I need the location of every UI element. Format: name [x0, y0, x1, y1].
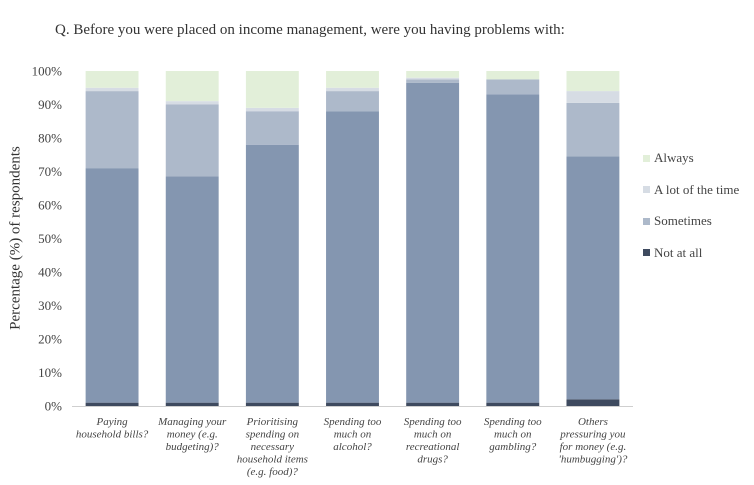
y-tick-label: 70% [38, 164, 62, 179]
bar-segment [486, 94, 540, 403]
bar-segment [406, 79, 460, 83]
bar-stack [245, 71, 299, 406]
bar-segment [85, 91, 139, 169]
y-tick-label: 60% [38, 198, 62, 213]
y-tick-label: 20% [38, 332, 62, 347]
bar-segment [245, 402, 299, 406]
bar-segment [406, 77, 460, 80]
bar-segment [85, 168, 139, 403]
bar-stack [165, 71, 219, 406]
category-label: Managing your money (e.g. budgeting)? [157, 416, 227, 453]
bar-stack [406, 71, 460, 406]
bar-segment [245, 107, 299, 112]
bar-segment [165, 104, 219, 177]
legend-swatch [643, 186, 650, 193]
bar-segment [486, 79, 540, 95]
legend-label: A lot of the time [654, 181, 740, 197]
y-tick-label: 90% [38, 97, 62, 112]
chart-title: Q. Before you were placed on income mana… [55, 22, 565, 38]
bar-segment [406, 71, 460, 78]
bar-stack [326, 71, 379, 406]
bar-segment [326, 71, 379, 88]
legend-swatch [643, 217, 650, 225]
legend: Always A lot of the time Sometimes Not at a… [643, 150, 739, 276]
bar-stack [566, 71, 620, 406]
bar-stack [486, 71, 540, 406]
category-label: Spending too much on recreational drugs? [404, 416, 462, 466]
bar-segment [326, 111, 379, 403]
category-label: Spending too much on alcohol? [324, 416, 382, 453]
bar-segment [566, 71, 620, 92]
bar-segment [245, 144, 299, 403]
y-tick-label: 80% [38, 131, 62, 146]
bar-segment [85, 402, 139, 406]
bar-segment [165, 402, 219, 406]
bar-segment [566, 399, 620, 406]
bar-segment [566, 102, 620, 157]
y-tick-label: 0% [45, 399, 63, 414]
y-tick-labels: 0% 10% 20% 30% 40% 50% 60% 70% 80% 90% 100% [32, 64, 63, 414]
category-labels: Paying household bills? Managing your money… [76, 416, 628, 478]
legend-label: Always [654, 150, 694, 165]
bar-segment [326, 87, 379, 92]
bar-segment [165, 101, 219, 105]
bar-segment [85, 87, 139, 92]
legend-item: Sometimes [643, 213, 739, 229]
legend-label: Not at all [654, 244, 703, 260]
category-label: Spending too much on gambling? [484, 416, 542, 453]
legend-item: Always [643, 150, 739, 166]
y-tick-label: 50% [38, 231, 62, 246]
bar-segment [85, 71, 139, 88]
bar-segment [326, 91, 379, 112]
y-tick-label: 40% [38, 265, 62, 280]
bar-stacks [85, 71, 620, 406]
y-tick-label: 10% [38, 365, 62, 380]
bar-stack [85, 71, 139, 406]
bar-segment [165, 176, 219, 403]
legend-label: Sometimes [654, 213, 712, 228]
bar-segment [566, 156, 620, 400]
bar-segment [165, 71, 219, 102]
legend-swatch [643, 249, 650, 256]
bar-segment [406, 82, 460, 403]
legend-item: Not at all [643, 245, 739, 261]
bar-segment [245, 111, 299, 145]
category-label: Others pressuring you for money (e.g.'humb… [558, 416, 627, 466]
y-tick-label: 100% [32, 64, 63, 79]
category-label: Prioritising spending on necessary househol… [237, 416, 308, 478]
bar-segment [326, 402, 379, 406]
legend-swatch [643, 154, 650, 162]
bar-segment [245, 71, 299, 108]
bar-segment [486, 402, 540, 406]
category-label: Paying household bills? [76, 416, 149, 441]
bar-segment [566, 91, 620, 103]
bar-segment [406, 402, 460, 406]
bar-segment [486, 71, 540, 80]
y-tick-label: 30% [38, 298, 62, 313]
legend-item: A lot of the time [643, 182, 739, 198]
